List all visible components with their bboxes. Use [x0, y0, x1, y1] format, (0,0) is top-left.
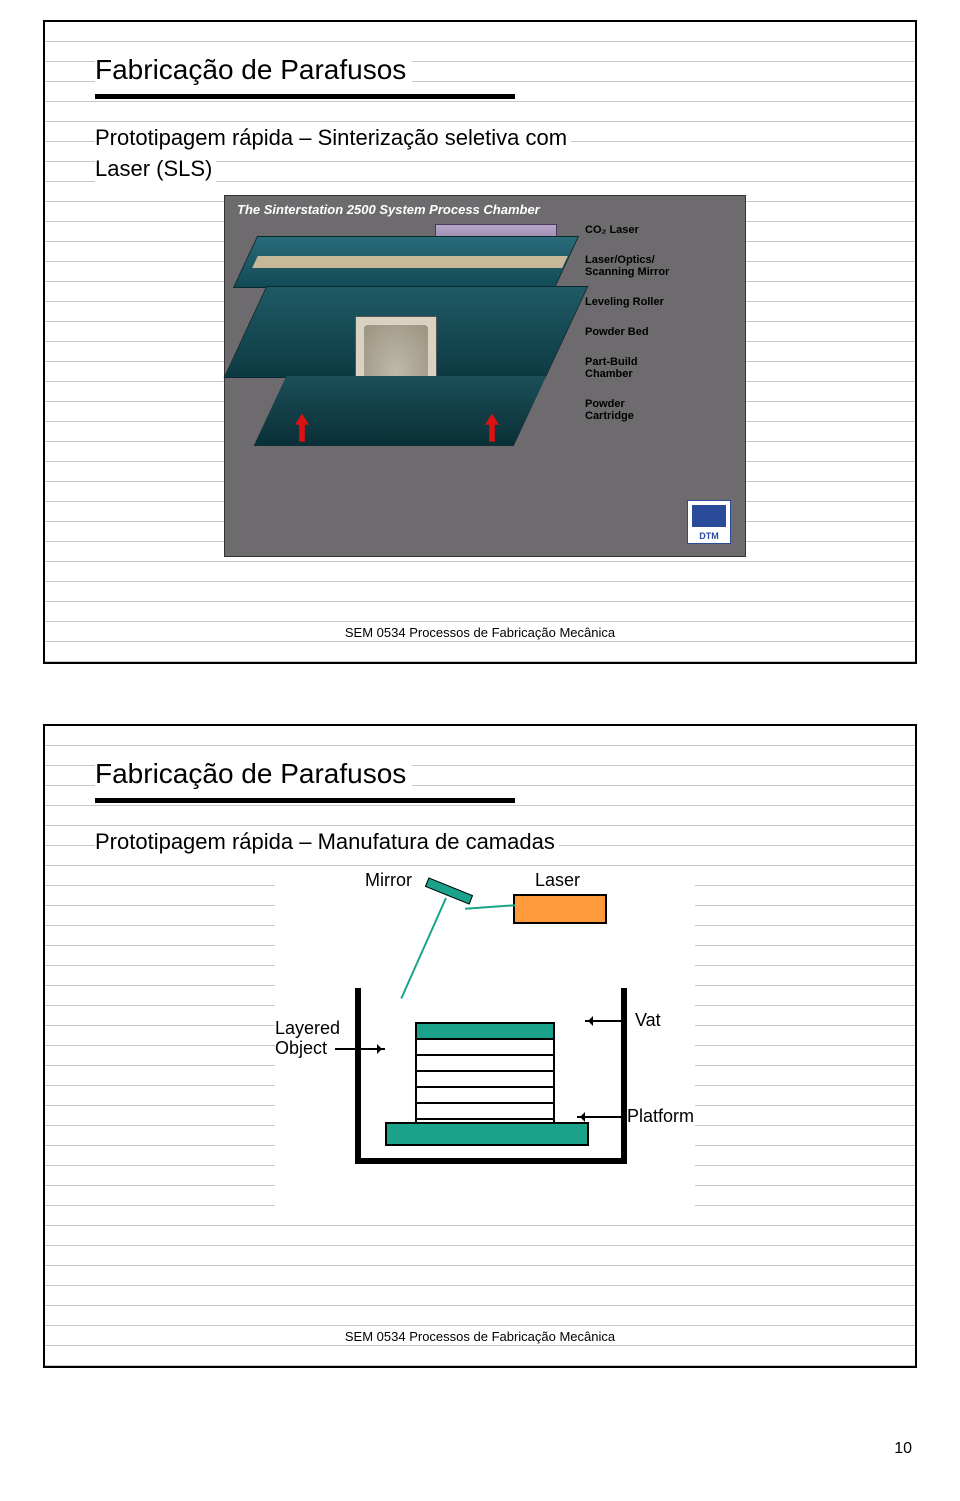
- label-object: Object: [275, 1038, 327, 1059]
- laser-beam-horizontal-icon: [465, 904, 515, 909]
- label-mirror: Mirror: [365, 870, 412, 891]
- page-number: 10: [894, 1440, 912, 1458]
- slide-2: Fabricação de Parafusos Prototipagem ráp…: [43, 724, 917, 1368]
- label-laser: Laser: [535, 870, 580, 891]
- layered-object-stack: [415, 1024, 555, 1136]
- powder-cartridge-icon: [254, 376, 547, 446]
- powder-bed-icon: [252, 256, 568, 268]
- label-vat: Vat: [635, 1010, 661, 1031]
- arrow-vat-icon: [585, 1020, 625, 1022]
- slide-1-subtitle: Prototipagem rápida – Sinterização selet…: [95, 123, 875, 185]
- laser-beam-down-icon: [400, 897, 447, 998]
- arrow-layered-object-icon: [335, 1048, 385, 1050]
- slide-1-content: Fabricação de Parafusos Prototipagem ráp…: [45, 22, 915, 662]
- sls-process-chamber-figure: The Sinterstation 2500 System Process Ch…: [224, 195, 746, 557]
- arrow-platform-icon: [577, 1116, 623, 1118]
- figure-label-list: CO₂ Laser Laser/Optics/ Scanning Mirror …: [585, 224, 735, 441]
- layered-manufacturing-diagram: Mirror Laser Layered Object Vat Platform: [275, 868, 695, 1208]
- label-platform: Platform: [627, 1106, 694, 1127]
- label-powder-cartridge: Powder Cartridge: [585, 398, 735, 422]
- slide-2-content: Fabricação de Parafusos Prototipagem ráp…: [45, 726, 915, 1366]
- label-co2-laser: CO₂ Laser: [585, 224, 735, 236]
- title-rule: [95, 94, 515, 99]
- label-scanning-mirror: Laser/Optics/ Scanning Mirror: [585, 254, 735, 278]
- slide-2-title: Fabricação de Parafusos: [95, 756, 412, 792]
- slide-2-footer: SEM 0534 Processos de Fabricação Mecânic…: [345, 1329, 615, 1344]
- slide-2-subtitle-wrap: Prototipagem rápida – Manufatura de cama…: [95, 827, 875, 858]
- page: Fabricação de Parafusos Prototipagem ráp…: [0, 0, 960, 1468]
- label-leveling-roller: Leveling Roller: [585, 296, 735, 308]
- figure-header: The Sinterstation 2500 System Process Ch…: [237, 202, 540, 217]
- platform-icon: [385, 1122, 589, 1146]
- slide-1-title: Fabricação de Parafusos: [95, 52, 412, 88]
- label-powder-bed: Powder Bed: [585, 326, 735, 338]
- slide-2-subtitle: Prototipagem rápida – Manufatura de cama…: [95, 827, 559, 856]
- subtitle-line-2: Laser (SLS): [95, 154, 216, 183]
- label-part-build-chamber: Part-Build Chamber: [585, 356, 735, 380]
- slide-1-footer: SEM 0534 Processos de Fabricação Mecânic…: [345, 625, 615, 640]
- mirror-icon: [425, 877, 473, 904]
- label-layered: Layered: [275, 1018, 340, 1039]
- dtm-logo-icon: [687, 500, 731, 544]
- laser-box-icon: [513, 894, 607, 924]
- subtitle-line-1: Prototipagem rápida – Sinterização selet…: [95, 123, 571, 152]
- slide-1: Fabricação de Parafusos Prototipagem ráp…: [43, 20, 917, 664]
- title-rule: [95, 798, 515, 803]
